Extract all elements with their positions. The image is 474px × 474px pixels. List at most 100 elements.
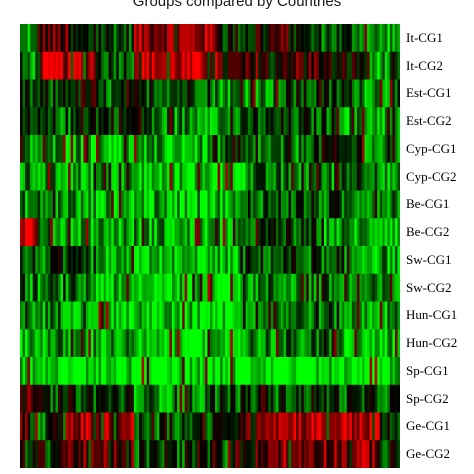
heatmap-cell — [329, 357, 332, 386]
heatmap-cell — [144, 162, 148, 191]
heatmap-cell — [182, 218, 186, 247]
heatmap-cell — [22, 107, 26, 136]
heatmap-cell — [52, 301, 56, 330]
heatmap-cell — [131, 273, 135, 302]
heatmap-cell — [354, 162, 358, 191]
heatmap-cell — [30, 135, 34, 164]
heatmap-cell — [303, 412, 307, 441]
heatmap-cell — [144, 218, 148, 247]
heatmap-cell — [270, 357, 274, 386]
heatmap-cell — [151, 273, 155, 302]
heatmap-cell — [308, 107, 312, 136]
heatmap-cell — [35, 329, 39, 358]
heatmap-cell — [182, 24, 186, 53]
heatmap-cell — [202, 51, 206, 80]
heatmap-cell — [316, 218, 320, 247]
heatmap-cell — [113, 51, 117, 80]
heatmap-cell — [161, 190, 165, 219]
heatmap-cell — [50, 384, 54, 413]
heatmap-cell — [177, 162, 180, 191]
heatmap-cell — [301, 190, 305, 219]
heatmap-cell — [392, 51, 396, 80]
heatmap-cell — [377, 246, 381, 275]
heatmap-cell — [154, 384, 158, 413]
heatmap-cell — [382, 51, 386, 80]
heatmap-cell — [192, 273, 196, 302]
heatmap-cell — [316, 24, 320, 53]
heatmap-cell — [136, 384, 140, 413]
heatmap-cell — [275, 412, 279, 441]
heatmap-cell — [184, 51, 188, 80]
heatmap-cell — [184, 357, 188, 386]
heatmap-cell — [339, 357, 343, 386]
heatmap-cell — [354, 107, 358, 136]
heatmap-cell — [78, 246, 82, 275]
heatmap-cell — [73, 412, 77, 441]
heatmap-cell — [80, 51, 84, 80]
heatmap-cell — [369, 135, 373, 164]
heatmap-cell — [242, 440, 246, 468]
heatmap-cell — [306, 412, 310, 441]
heatmap-cell — [351, 51, 355, 80]
heatmap-cell — [326, 357, 330, 386]
heatmap-cell — [212, 51, 216, 80]
heatmap-cell — [50, 190, 54, 219]
heatmap-cell — [159, 24, 163, 53]
heatmap-cell — [265, 329, 269, 358]
row-label: Sp-CG1 — [406, 362, 449, 378]
heatmap-cell — [70, 24, 74, 53]
heatmap-cell — [159, 412, 163, 441]
heatmap-cell — [217, 79, 221, 108]
heatmap-cell — [131, 135, 135, 164]
heatmap-cell — [45, 135, 49, 164]
heatmap-cell — [20, 301, 23, 330]
heatmap-cell — [384, 162, 388, 191]
heatmap-cell — [324, 79, 327, 108]
heatmap-cell — [346, 301, 350, 330]
heatmap-cell — [227, 24, 231, 53]
heatmap-cell — [96, 384, 99, 413]
heatmap-cell — [108, 357, 112, 386]
heatmap-cell — [339, 107, 343, 136]
heatmap-cell — [22, 246, 26, 275]
heatmap-cell — [296, 329, 300, 358]
heatmap-cell — [230, 24, 234, 53]
heatmap-cell — [78, 218, 82, 247]
heatmap-cell — [268, 107, 272, 136]
heatmap-cell — [27, 440, 31, 468]
heatmap-cell — [230, 384, 234, 413]
heatmap-cell — [197, 51, 201, 80]
heatmap-cell — [384, 440, 388, 468]
heatmap-row-Be-CG1 — [20, 190, 400, 219]
heatmap-cell — [212, 79, 216, 108]
heatmap-cell — [27, 246, 31, 275]
heatmap-cell — [202, 135, 206, 164]
heatmap-cell — [27, 273, 31, 302]
heatmap-cell — [189, 51, 193, 80]
heatmap-cell — [367, 79, 370, 108]
heatmap-cell — [22, 190, 26, 219]
heatmap-cell — [131, 79, 135, 108]
heatmap-cell — [144, 440, 148, 468]
heatmap-cell — [52, 79, 56, 108]
heatmap-cell — [161, 412, 165, 441]
heatmap — [20, 24, 400, 468]
heatmap-cell — [372, 190, 376, 219]
heatmap-cell — [311, 79, 315, 108]
heatmap-cell — [136, 440, 140, 468]
heatmap-cell — [88, 329, 92, 358]
heatmap-cell — [192, 329, 196, 358]
heatmap-cell — [220, 329, 224, 358]
heatmap-cell — [136, 162, 140, 191]
heatmap-cell — [237, 357, 241, 386]
heatmap-cell — [139, 301, 142, 330]
heatmap-cell — [220, 357, 224, 386]
heatmap-cell — [394, 135, 398, 164]
heatmap-row-Sw-CG1 — [20, 246, 400, 275]
heatmap-cell — [339, 135, 343, 164]
heatmap-cell — [397, 246, 400, 275]
heatmap-cell — [225, 273, 229, 302]
heatmap-cell — [311, 440, 315, 468]
heatmap-cell — [321, 273, 325, 302]
heatmap-cell — [85, 246, 89, 275]
